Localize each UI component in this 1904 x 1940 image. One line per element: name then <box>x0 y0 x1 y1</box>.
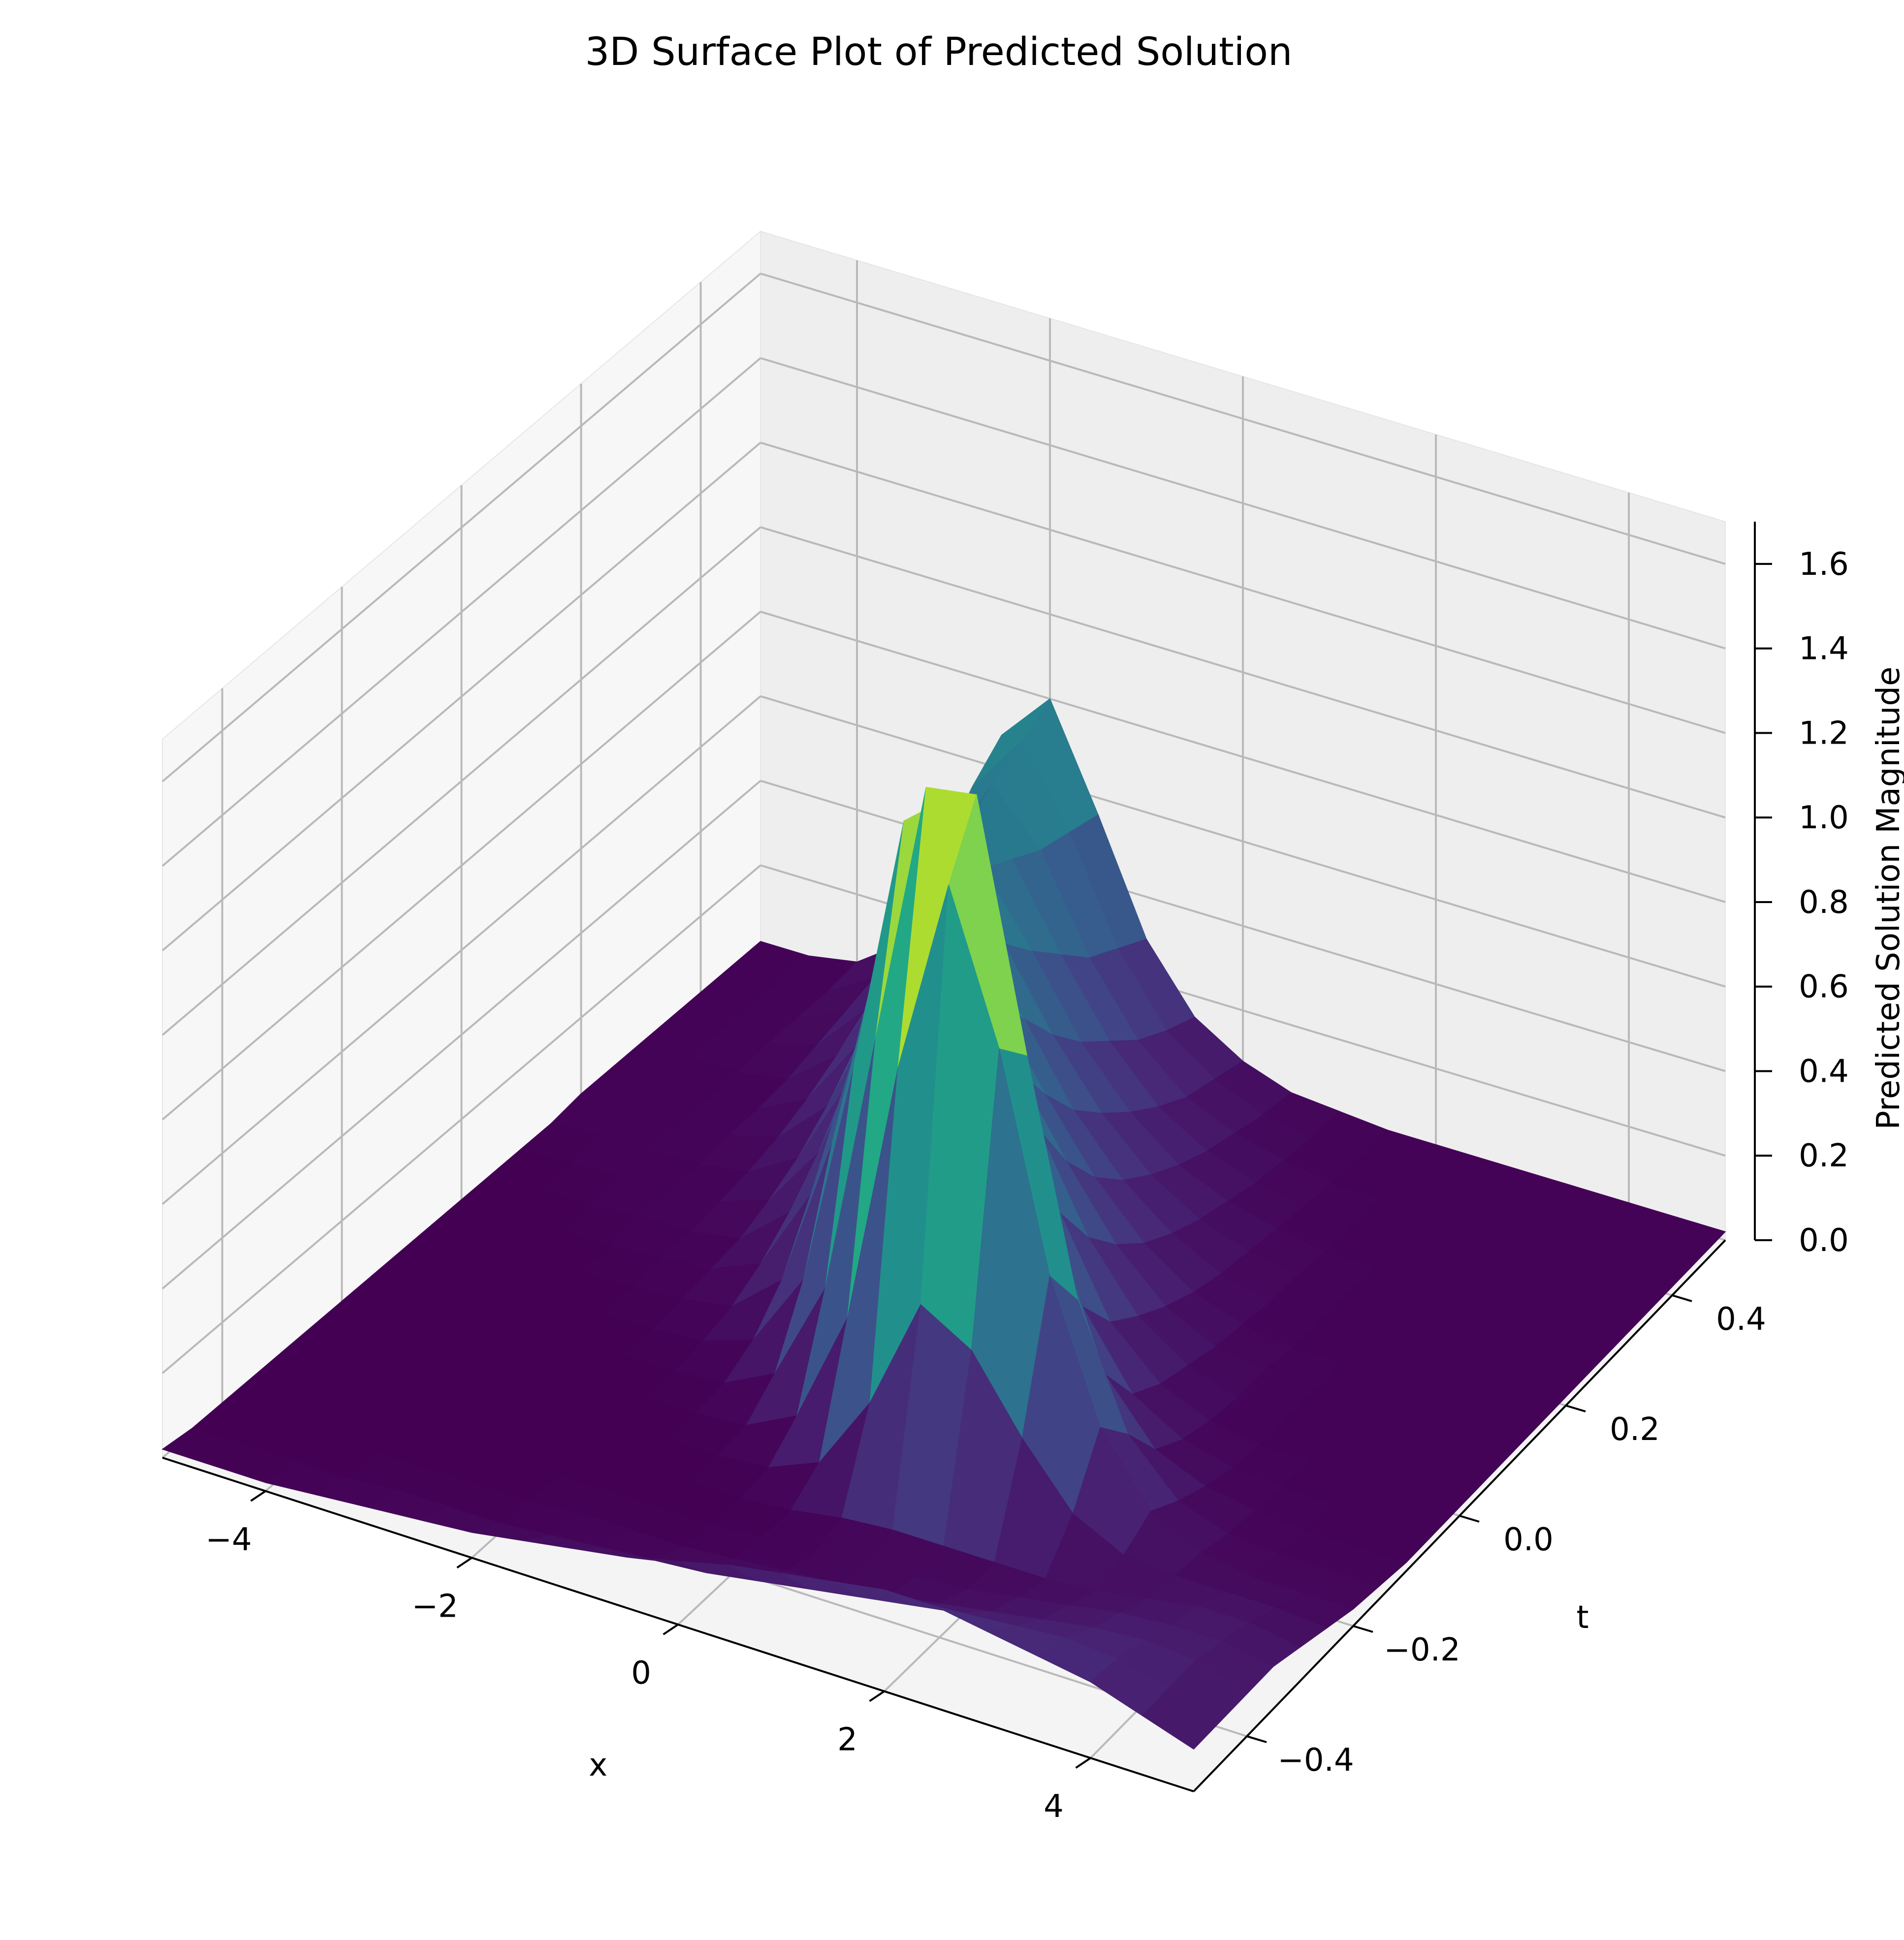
x-tick-1 <box>456 1557 473 1569</box>
x-tick-4 <box>1075 1757 1091 1769</box>
z-axis-title: Predicted Solution Magnitude <box>1871 667 1904 1130</box>
t-tick-label-4: 0.4 <box>1716 1301 1766 1338</box>
z-grid-back-6 <box>760 441 1726 734</box>
z-tick-label-0: 0.0 <box>1799 1222 1849 1259</box>
t-tick-label-1: −0.2 <box>1384 1632 1460 1668</box>
x-tick-label-1: −2 <box>412 1588 458 1625</box>
axes-ticks: −4 −2 0 2 4 −0.4 −0.2 0.0 0.2 0.4 0.0 0.2 0.4 0.6 0.8 1… <box>205 546 1849 1825</box>
t-tick-0 <box>1246 1735 1267 1743</box>
z-tick-label-1: 0.2 <box>1799 1138 1849 1174</box>
y-axis-title: t <box>1576 1599 1588 1636</box>
z-tick-label-5: 1.0 <box>1799 800 1849 836</box>
z-grid-left-4 <box>161 611 762 1121</box>
z-tick-label-7: 1.4 <box>1799 631 1849 667</box>
surface-mesh <box>161 698 1726 1750</box>
x-axis-title: x <box>589 1747 607 1784</box>
t-tick-4 <box>1672 1294 1692 1302</box>
z-tick-label-2: 0.4 <box>1799 1053 1849 1090</box>
z-grid-left-8 <box>161 273 762 782</box>
z-grid-left-1 <box>161 864 762 1374</box>
x-tick-0 <box>250 1490 266 1502</box>
t-tick-3 <box>1565 1405 1586 1412</box>
z-tick-label-6: 1.2 <box>1799 715 1849 751</box>
z-grid-left-2 <box>161 780 762 1289</box>
z-grid-back-8 <box>760 272 1726 565</box>
z-grid-back-7 <box>760 357 1726 650</box>
t-tick-label-3: 0.2 <box>1610 1411 1660 1448</box>
surface-cell-0-19 <box>1142 1688 1221 1750</box>
x-tick-label-4: 4 <box>1044 1788 1064 1825</box>
t-tick-label-0: −0.4 <box>1277 1742 1354 1779</box>
x-tick-label-3: 2 <box>837 1722 857 1758</box>
z-grid-back-4 <box>760 611 1726 903</box>
x-tick-label-2: 0 <box>631 1655 651 1691</box>
z-grid-left-7 <box>161 357 762 867</box>
z-grid-back-3 <box>760 695 1726 988</box>
z-tick-label-4: 0.8 <box>1799 884 1849 921</box>
z-grid-left-3 <box>161 695 762 1205</box>
t-tick-label-2: 0.0 <box>1503 1522 1554 1558</box>
z-grid-back-5 <box>760 526 1726 819</box>
chart-title: 3D Surface Plot of Predicted Solution <box>585 30 1293 74</box>
z-tick-label-8: 1.6 <box>1799 546 1849 583</box>
z-grid-left-6 <box>161 441 762 951</box>
x-tick-label-0: −4 <box>205 1522 252 1558</box>
z-tick-label-3: 0.6 <box>1799 969 1849 1005</box>
x-tick-3 <box>869 1690 885 1702</box>
t-tick-1 <box>1353 1625 1373 1633</box>
z-grid-left-5 <box>161 526 762 1036</box>
t-tick-2 <box>1459 1515 1480 1523</box>
x-tick-2 <box>663 1624 679 1635</box>
